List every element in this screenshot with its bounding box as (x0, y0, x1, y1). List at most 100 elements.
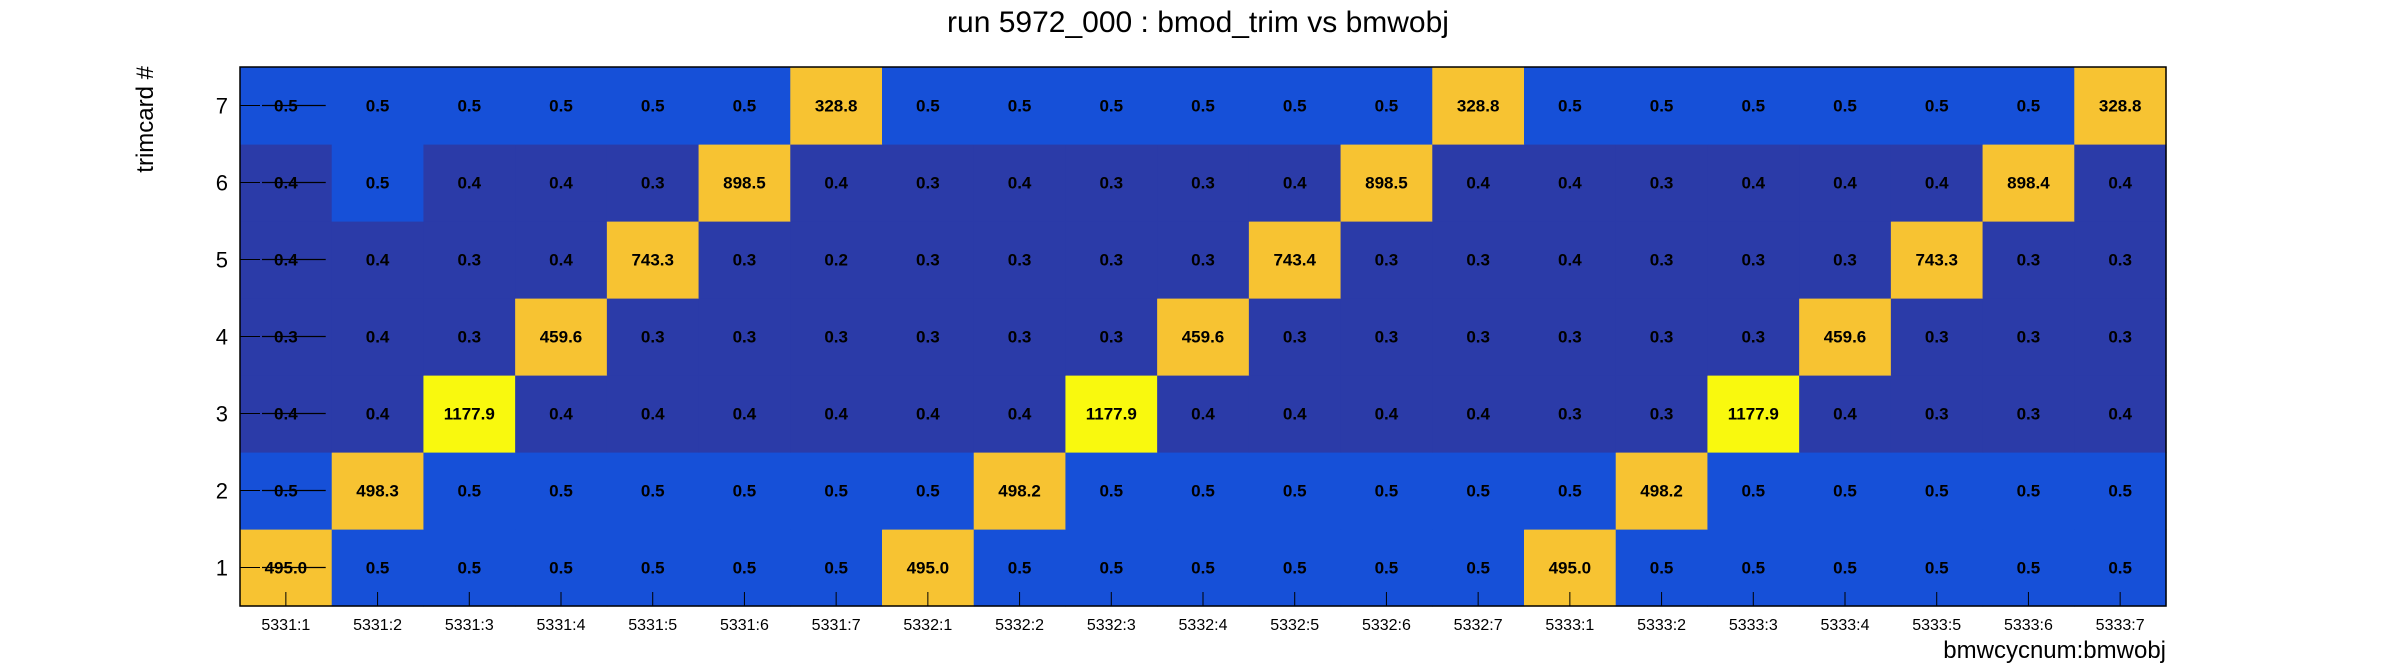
cell-value-label: 0.3 (1650, 328, 1674, 347)
cell-value-label: 0.5 (1375, 559, 1399, 578)
heatmap-cell (1615, 67, 1709, 145)
heatmap-cell (698, 452, 791, 530)
cell-value-label: 0.5 (916, 97, 940, 116)
cell-value-label: 0.4 (641, 405, 665, 424)
cell-value-label: 0.5 (1375, 482, 1399, 501)
cell-value-label: 0.5 (1833, 559, 1857, 578)
cell-value-label: 0.5 (1741, 559, 1765, 578)
cell-value-label: 0.3 (1191, 174, 1215, 193)
x-tick-label: 5331:6 (720, 617, 769, 634)
cell-value-label: 0.4 (549, 174, 573, 193)
cell-value-label: 0.3 (916, 328, 940, 347)
cell-value-label: 0.5 (2108, 482, 2132, 501)
cell-value-label: 0.5 (1283, 97, 1307, 116)
heatmap-cell (1982, 221, 2075, 299)
x-tick-label: 5333:2 (1637, 617, 1686, 634)
cell-value-label: 0.4 (824, 405, 848, 424)
heatmap-cell (973, 375, 1067, 453)
cell-value-label: 898.5 (723, 174, 766, 193)
heatmap-cell (1157, 67, 1250, 145)
cell-value-label: 0.5 (1099, 559, 1123, 578)
heatmap-cell (1432, 452, 1525, 530)
heatmap-cell (1707, 144, 1800, 222)
cell-value-label: 1177.9 (1728, 405, 1779, 424)
x-tick-label: 5332:4 (1179, 617, 1228, 634)
cell-value-label: 0.3 (733, 251, 757, 270)
heatmap-cell (1157, 144, 1250, 222)
cell-value-label: 0.4 (1833, 174, 1857, 193)
heatmap-cell (1340, 144, 1433, 222)
cell-value-label: 0.5 (1008, 559, 1032, 578)
heatmap-cell (515, 67, 608, 145)
heatmap-cell (1065, 298, 1158, 376)
heatmap-cell (2074, 144, 2167, 222)
cell-value-label: 0.3 (1650, 405, 1674, 424)
heatmap-cell (423, 67, 516, 145)
cell-value-label: 0.5 (457, 97, 481, 116)
cell-value-label: 0.3 (641, 328, 665, 347)
cell-value-label: 0.5 (1925, 97, 1949, 116)
cell-value-label: 0.3 (1558, 328, 1582, 347)
y-tick-label: 3 (216, 402, 228, 427)
heatmap-cell (606, 67, 700, 145)
cell-value-label: 0.5 (916, 482, 940, 501)
cell-value-label: 0.3 (1741, 328, 1765, 347)
heatmap-cell (515, 144, 608, 222)
heatmap-cell (515, 298, 608, 376)
heatmap-cell (1065, 452, 1158, 530)
heatmap-cell (790, 67, 883, 145)
heatmap-cell (1982, 298, 2075, 376)
heatmap-cell (973, 298, 1067, 376)
cell-value-label: 0.4 (2108, 174, 2132, 193)
cell-value-label: 0.3 (1650, 251, 1674, 270)
cell-value-label: 0.5 (733, 559, 757, 578)
cell-value-label: 0.5 (1008, 97, 1032, 116)
cell-value-label: 0.3 (916, 174, 940, 193)
cell-value-label: 0.5 (366, 559, 390, 578)
cell-value-label: 0.5 (549, 559, 573, 578)
cell-value-label: 0.5 (1650, 97, 1674, 116)
heatmap-cell (1982, 375, 2075, 453)
heatmap-cell (1799, 67, 1892, 145)
cell-value-label: 0.3 (1375, 251, 1399, 270)
cell-value-label: 328.8 (1457, 97, 1500, 116)
x-tick-label: 5333:1 (1545, 617, 1594, 634)
heatmap-cell (1432, 375, 1525, 453)
cell-value-label: 0.5 (1650, 559, 1674, 578)
heatmap-cell (1524, 221, 1617, 299)
cell-value-label: 0.3 (2108, 251, 2132, 270)
heatmap-cell (2074, 298, 2167, 376)
heatmap-cell (2074, 375, 2167, 453)
heatmap-cell (2074, 67, 2167, 145)
heatmap-cell (1340, 67, 1433, 145)
cell-value-label: 898.4 (2007, 174, 2050, 193)
cell-value-label: 1177.9 (444, 405, 495, 424)
heatmap-cell (1890, 144, 1984, 222)
heatmap-cell (1065, 144, 1158, 222)
heatmap-cell (423, 298, 516, 376)
cell-value-label: 0.5 (733, 482, 757, 501)
cell-value-label: 0.3 (733, 328, 757, 347)
cell-value-label: 0.5 (1191, 482, 1215, 501)
heatmap-cell (331, 144, 425, 222)
heatmap-cell (1524, 452, 1617, 530)
cell-value-label: 0.5 (1741, 97, 1765, 116)
chart-title: run 5972_000 : bmod_trim vs bmwobj (947, 6, 1449, 39)
cell-value-label: 0.4 (1558, 174, 1582, 193)
heatmap-cell (882, 452, 975, 530)
cell-value-label: 0.5 (733, 97, 757, 116)
cell-value-label: 0.5 (1466, 559, 1490, 578)
cell-value-label: 498.2 (998, 482, 1041, 501)
cell-value-label: 0.4 (1283, 405, 1307, 424)
heatmap-cell (1432, 144, 1525, 222)
y-tick-label: 2 (216, 479, 228, 504)
cell-value-label: 743.3 (1915, 251, 1958, 270)
cell-value-label: 0.4 (916, 405, 940, 424)
x-tick-label: 5331:5 (628, 617, 677, 634)
x-tick-label: 5331:4 (537, 617, 586, 634)
cell-value-label: 0.5 (1375, 97, 1399, 116)
cell-value-label: 0.3 (1375, 328, 1399, 347)
cell-value-label: 0.5 (457, 559, 481, 578)
cell-value-label: 328.8 (2099, 97, 2142, 116)
cell-value-label: 0.5 (1558, 97, 1582, 116)
